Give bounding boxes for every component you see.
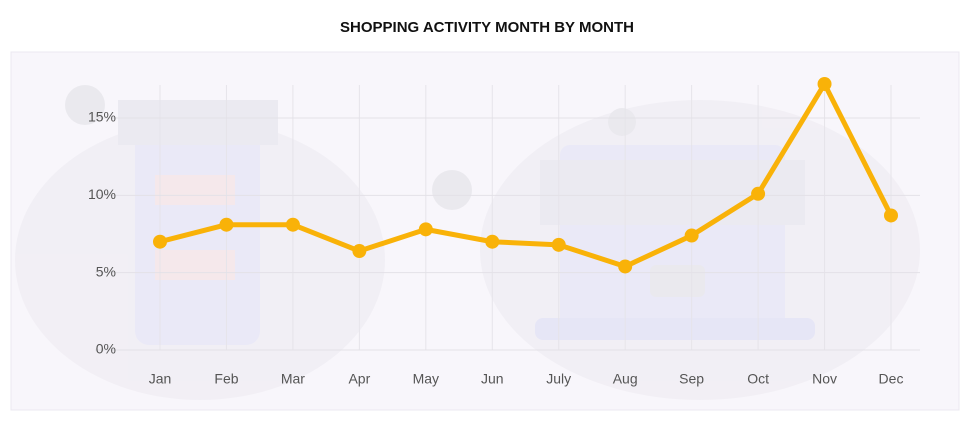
data-line [159, 81, 894, 269]
x-tick-label: Jan [149, 371, 172, 387]
data-point [153, 234, 167, 249]
data-point [684, 228, 699, 243]
data-point [418, 222, 433, 237]
data-point [285, 217, 300, 232]
x-tick-label: Jun [481, 371, 504, 387]
x-tick-label: Feb [214, 371, 238, 387]
data-point [618, 259, 633, 274]
data-point [551, 237, 566, 252]
y-tick-label: 10% [88, 186, 116, 202]
x-tick-label: Dec [879, 371, 904, 387]
y-tick-label: 5% [96, 263, 116, 279]
y-tick-label: 15% [88, 109, 116, 125]
data-point [751, 186, 766, 201]
x-tick-label: July [546, 371, 571, 387]
x-tick-label: Sep [679, 371, 704, 387]
data-point [884, 208, 898, 223]
x-tick-label: Aug [613, 371, 638, 387]
chart-title: SHOPPING ACTIVITY MONTH BY MONTH [340, 19, 634, 36]
data-point [219, 217, 234, 232]
y-tick-label: 0% [96, 341, 116, 357]
data-point [485, 234, 500, 249]
x-tick-label: Nov [812, 371, 837, 387]
x-tick-label: May [413, 371, 439, 387]
data-point [817, 76, 832, 91]
x-tick-label: Oct [747, 371, 769, 387]
data-point [352, 244, 367, 259]
x-tick-label: Apr [348, 371, 370, 387]
x-tick-label: Mar [281, 371, 305, 387]
